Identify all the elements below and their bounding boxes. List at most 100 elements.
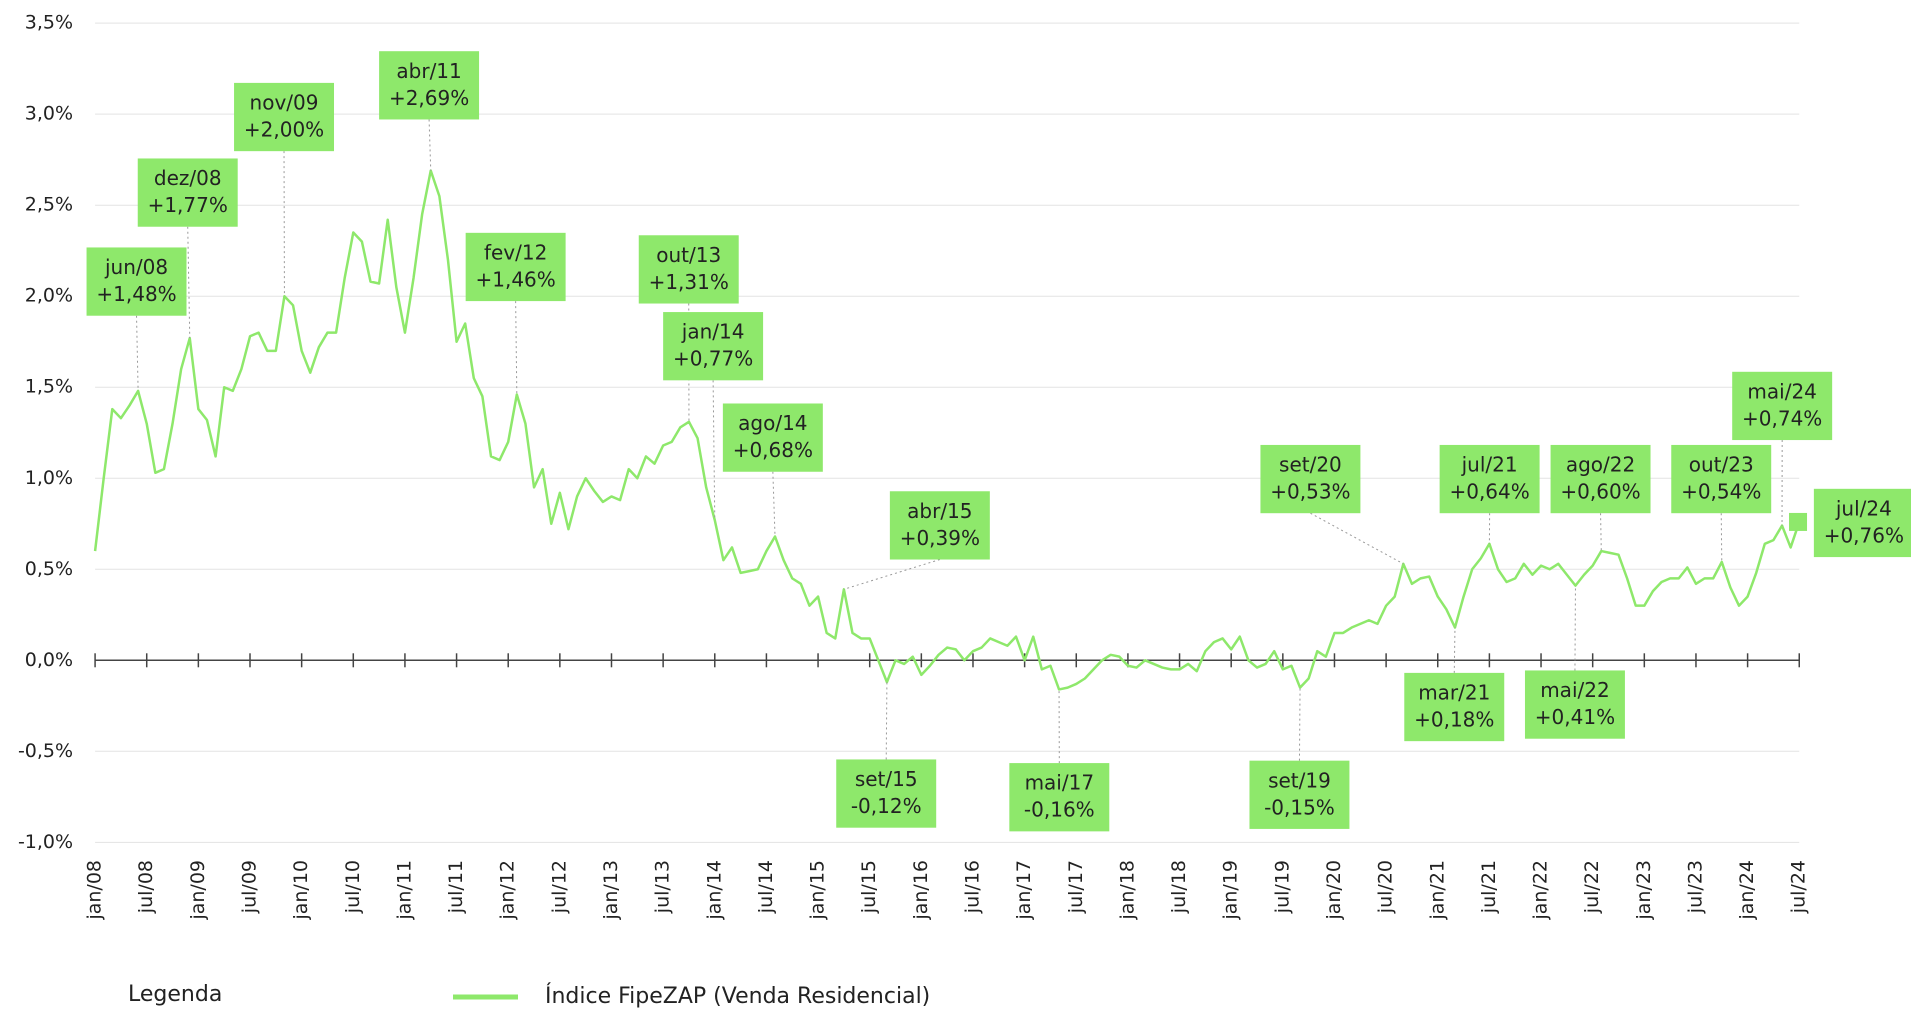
annotation-date: set/15 (855, 767, 918, 791)
legend-label: Índice FipeZAP (Venda Residencial) (545, 983, 930, 1009)
x-tick-label: jul/15 (858, 860, 880, 914)
x-tick-label: jan/24 (1736, 860, 1758, 921)
leader-line (1298, 687, 1301, 761)
annotation-value: +1,48% (96, 282, 176, 306)
annotation-value: +0,68% (733, 438, 813, 462)
annotation-value: -0,15% (1264, 795, 1335, 819)
annotation-value: +0,77% (673, 347, 753, 371)
leader-line (136, 315, 139, 391)
leader-line (1453, 627, 1456, 673)
annotation-value: +0,54% (1681, 480, 1761, 504)
annotation-box (1732, 371, 1833, 441)
annotation-box (379, 51, 480, 120)
annotation-box (836, 759, 937, 828)
annotation-box (234, 82, 335, 152)
leader-line (712, 380, 716, 521)
x-tick-label: jan/17 (1013, 860, 1035, 921)
x-tick-label: jul/09 (239, 860, 261, 914)
annotation-box (465, 232, 566, 302)
leader-line (1310, 512, 1404, 565)
leader-line (1600, 513, 1602, 552)
x-tick-label: jul/13 (652, 860, 674, 914)
x-tick-label: jul/17 (1065, 860, 1087, 914)
annotation-box (1813, 488, 1911, 558)
annotation-date: out/13 (656, 243, 721, 267)
end-marker (1789, 512, 1808, 531)
y-tick-label: 2,0% (25, 285, 73, 307)
x-tick-label: jul/19 (1271, 860, 1293, 914)
annotation-value: +0,18% (1414, 708, 1494, 732)
leader-line (843, 559, 940, 590)
annotation-box (889, 491, 990, 560)
leader-line (772, 471, 776, 537)
x-tick-label: jul/21 (1478, 860, 1500, 914)
annotation-box (722, 403, 823, 472)
annotation-date: jun/08 (104, 255, 168, 279)
annotation-date: abr/15 (907, 499, 972, 523)
annotation-value: +0,76% (1824, 523, 1904, 547)
y-tick-label: -0,5% (18, 740, 73, 762)
annotation-date: mai/24 (1747, 379, 1816, 403)
annotation-box (1249, 760, 1350, 829)
x-tick-label: jan/20 (1323, 860, 1345, 921)
annotation-value: +0,60% (1560, 480, 1640, 504)
annotation-box (1439, 444, 1540, 514)
leader-line (1720, 513, 1723, 562)
x-tick-label: jan/11 (393, 860, 415, 921)
x-tick-label: jan/23 (1633, 860, 1655, 921)
annotation-value: +2,00% (244, 118, 324, 142)
leader-line (515, 301, 518, 395)
x-tick-label: jul/16 (961, 860, 983, 914)
leader-line (1574, 585, 1576, 671)
annotation-date: set/19 (1268, 768, 1331, 792)
annotation-value: +1,77% (148, 193, 228, 217)
annotation-value: +0,53% (1270, 480, 1350, 504)
y-tick-label: -1,0% (18, 831, 73, 853)
annotation-box (86, 247, 187, 316)
x-tick-label: jul/22 (1581, 860, 1603, 914)
leader-line (885, 682, 888, 760)
x-tick-label: jul/12 (548, 860, 570, 914)
x-tick-label: jan/21 (1426, 860, 1448, 921)
x-tick-label: jul/14 (755, 860, 777, 914)
annotation-value: -0,12% (851, 794, 922, 818)
annotation-date: mai/22 (1540, 678, 1609, 702)
annotation-date: jul/24 (1835, 496, 1892, 520)
x-tick-label: jan/15 (807, 860, 829, 921)
annotation-date: nov/09 (250, 91, 319, 115)
x-tick-label: jan/10 (290, 860, 312, 921)
x-tick-label: jan/18 (1116, 860, 1138, 921)
x-tick-label: jan/19 (1220, 860, 1242, 921)
leader-line (187, 226, 191, 339)
annotation-box (1671, 444, 1772, 514)
annotation-date: mai/17 (1025, 771, 1094, 795)
annotation-date: ago/22 (1566, 453, 1635, 477)
annotation-value: -0,16% (1024, 798, 1095, 822)
legend-title: Legenda (128, 982, 222, 1007)
annotation-box (638, 235, 739, 304)
annotation-date: fev/12 (484, 240, 547, 264)
annotation-date: dez/08 (154, 166, 222, 190)
y-tick-label: 3,5% (25, 12, 73, 34)
annotation-value: +1,46% (475, 267, 555, 291)
annotation-date: jul/21 (1461, 453, 1518, 477)
x-tick-label: jan/13 (600, 860, 622, 921)
annotation-box (1550, 444, 1651, 514)
x-tick-label: jul/23 (1684, 860, 1706, 914)
x-tick-label: jul/20 (1375, 860, 1397, 914)
x-tick-label: jan/09 (187, 860, 209, 921)
annotation-box (1524, 670, 1625, 739)
annotation-value: +0,74% (1742, 406, 1822, 430)
x-tick-label: jul/08 (135, 860, 157, 914)
annotation-value: +0,41% (1535, 705, 1615, 729)
y-tick-label: 2,5% (25, 194, 73, 216)
annotation-value: +0,39% (900, 526, 980, 550)
annotation-box (1260, 444, 1361, 514)
x-tick-label: jan/12 (497, 860, 519, 921)
annotation-date: ago/14 (738, 411, 807, 435)
y-tick-label: 1,5% (25, 376, 73, 398)
x-tick-label: jan/22 (1530, 860, 1552, 921)
y-tick-label: 0,0% (25, 649, 73, 671)
x-tick-label: jan/14 (703, 860, 725, 921)
